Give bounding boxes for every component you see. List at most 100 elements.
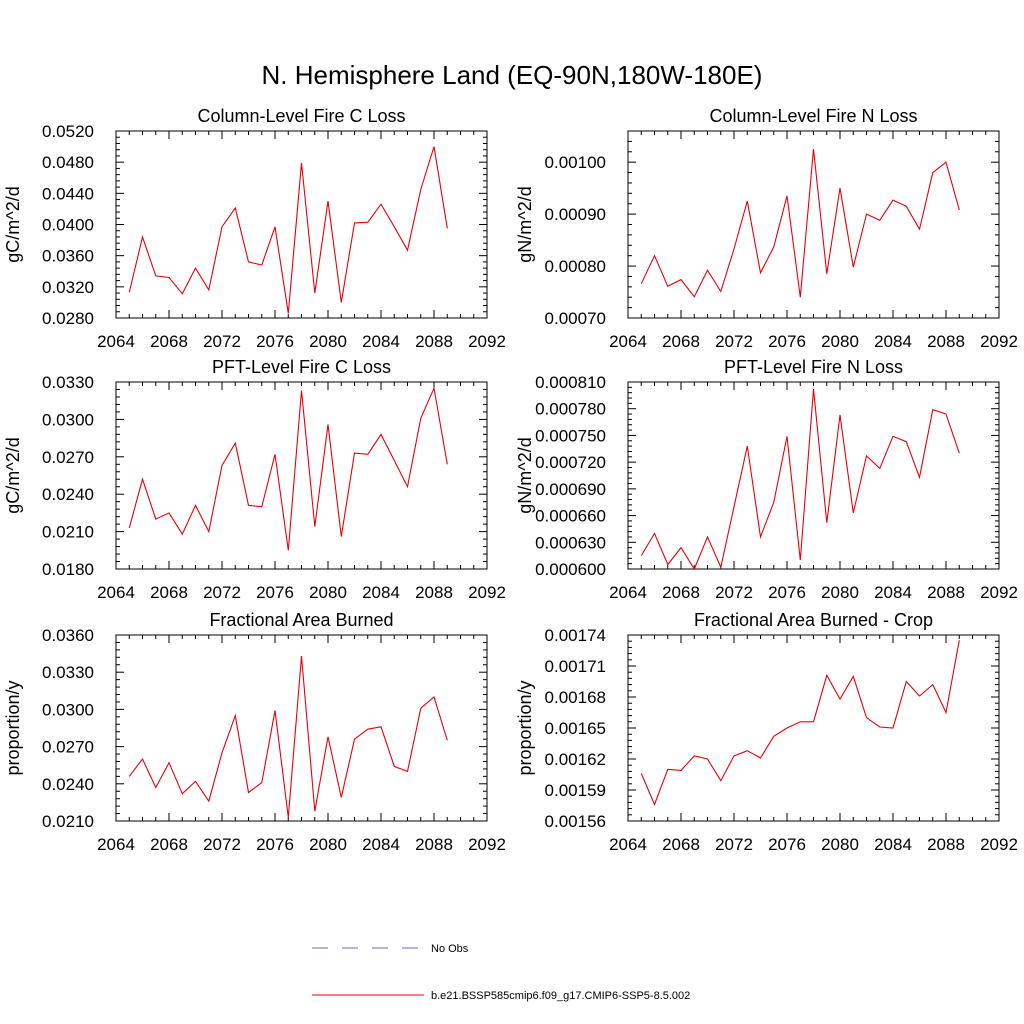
y-tick-label: 0.000660 (535, 507, 606, 526)
panel-title: Column-Level Fire C Loss (197, 106, 405, 126)
y-ticks: 0.00156 0.00159 0.00162 0.00165 0.00168 0.001… (545, 626, 999, 831)
panel-2: Column-Level Fire N Loss gN/m^2/d 2064 2068… (515, 106, 1018, 351)
x-tick-label: 2092 (468, 332, 506, 351)
y-tick-label: 0.0320 (42, 278, 94, 297)
series-line (128, 146, 448, 314)
x-ticks: 2064 2068 2072 2076 2080 2084 2088 2092 (97, 382, 506, 602)
x-tick-label: 2092 (468, 835, 506, 854)
y-tick-label: 0.0270 (42, 448, 94, 467)
x-tick-label: 2068 (150, 835, 188, 854)
y-tick-label: 0.0480 (42, 153, 94, 172)
series-line (128, 386, 448, 551)
series-line (640, 149, 960, 298)
legend-item: b.e21.BSSP585cmip6.f09_g17.CMIP6-SSP5-8.… (312, 990, 690, 1002)
y-tick-label: 0.000690 (535, 480, 606, 499)
x-tick-label: 2084 (874, 583, 912, 602)
y-tick-label: 0.0330 (42, 373, 94, 392)
panel-1: Column-Level Fire C Loss gC/m^2/d 2064 2068… (3, 106, 506, 351)
x-ticks: 2064 2068 2072 2076 2080 2084 2088 2092 (97, 131, 506, 351)
x-tick-label: 2068 (150, 332, 188, 351)
y-tick-label: 0.00159 (545, 781, 606, 800)
x-tick-label: 2076 (768, 332, 806, 351)
y-tick-label: 0.0180 (42, 560, 94, 579)
y-ticks: 0.00070 0.00080 0.00090 0.00100 (545, 130, 999, 328)
y-tick-label: 0.0360 (42, 626, 94, 645)
y-tick-label: 0.00090 (545, 205, 606, 224)
x-ticks: 2064 2068 2072 2076 2080 2084 2088 2092 (97, 635, 506, 854)
y-tick-label: 0.000810 (535, 373, 606, 392)
y-axis-label: proportion/y (3, 680, 23, 775)
x-tick-label: 2084 (874, 835, 912, 854)
y-axis-label: gC/m^2/d (3, 437, 23, 513)
x-tick-label: 2080 (821, 332, 859, 351)
plot-frame (115, 130, 488, 319)
x-ticks: 2064 2068 2072 2076 2080 2084 2088 2092 (609, 635, 1018, 854)
y-tick-label: 0.00156 (545, 812, 606, 831)
y-axis-label: gC/m^2/d (3, 186, 23, 262)
y-tick-label: 0.0440 (42, 184, 94, 203)
y-tick-label: 0.0210 (42, 523, 94, 542)
y-tick-label: 0.0210 (42, 812, 94, 831)
x-ticks: 2064 2068 2072 2076 2080 2084 2088 2092 (609, 382, 1018, 602)
y-tick-label: 0.0330 (42, 663, 94, 682)
y-tick-label: 0.00171 (545, 657, 606, 676)
y-tick-label: 0.00168 (545, 688, 606, 707)
x-tick-label: 2076 (768, 835, 806, 854)
x-tick-label: 2064 (609, 332, 647, 351)
x-tick-label: 2072 (715, 835, 753, 854)
legend-label: b.e21.BSSP585cmip6.f09_g17.CMIP6-SSP5-8.… (431, 990, 690, 1002)
y-tick-label: 0.0300 (42, 700, 94, 719)
x-tick-label: 2076 (256, 332, 294, 351)
panel-title: PFT-Level Fire N Loss (724, 357, 903, 377)
y-tick-label: 0.00165 (545, 719, 606, 738)
y-tick-label: 0.0360 (42, 247, 94, 266)
x-tick-label: 2080 (821, 583, 859, 602)
x-tick-label: 2092 (468, 583, 506, 602)
x-tick-label: 2088 (927, 583, 965, 602)
legend: No Obs b.e21.BSSP585cmip6.f09_g17.CMIP6-S… (312, 943, 690, 1002)
plot-frame (627, 634, 1000, 822)
y-axis-label: gN/m^2/d (515, 437, 535, 513)
y-tick-label: 0.00174 (545, 626, 606, 645)
x-tick-label: 2068 (662, 835, 700, 854)
x-tick-label: 2064 (609, 583, 647, 602)
panel-title: Fractional Area Burned - Crop (694, 610, 933, 630)
legend-label: No Obs (431, 943, 469, 955)
y-tick-label: 0.000720 (535, 453, 606, 472)
x-tick-label: 2064 (97, 583, 135, 602)
x-tick-label: 2068 (662, 583, 700, 602)
panel-4: PFT-Level Fire N Loss gN/m^2/d 2064 2068 207… (515, 357, 1018, 602)
x-tick-label: 2088 (927, 332, 965, 351)
x-tick-label: 2068 (150, 583, 188, 602)
y-tick-label: 0.0270 (42, 738, 94, 757)
x-tick-label: 2080 (821, 835, 859, 854)
legend-item: No Obs (312, 943, 469, 955)
y-tick-label: 0.0520 (42, 122, 94, 141)
x-tick-label: 2092 (980, 332, 1018, 351)
x-tick-label: 2084 (362, 583, 400, 602)
y-tick-label: 0.00100 (545, 153, 606, 172)
x-tick-label: 2084 (362, 332, 400, 351)
x-tick-label: 2092 (980, 583, 1018, 602)
x-tick-label: 2072 (715, 332, 753, 351)
x-tick-label: 2092 (980, 835, 1018, 854)
x-tick-label: 2064 (609, 835, 647, 854)
x-tick-label: 2080 (309, 332, 347, 351)
y-tick-label: 0.0240 (42, 775, 94, 794)
x-tick-label: 2084 (362, 835, 400, 854)
page-title: N. Hemisphere Land (EQ-90N,180W-180E) (262, 60, 763, 90)
x-tick-label: 2072 (203, 835, 241, 854)
y-tick-label: 0.0280 (42, 309, 94, 328)
x-tick-label: 2088 (415, 835, 453, 854)
series-line (128, 656, 448, 818)
x-tick-label: 2068 (662, 332, 700, 351)
y-tick-label: 0.000780 (535, 400, 606, 419)
y-ticks: 0.0210 0.0240 0.0270 0.0300 0.0330 0.0360 (42, 626, 487, 831)
panel-title: Column-Level Fire N Loss (709, 106, 917, 126)
x-tick-label: 2076 (256, 583, 294, 602)
y-tick-label: 0.00080 (545, 257, 606, 276)
series-line (640, 389, 960, 571)
plot-frame (115, 634, 488, 822)
panels: Column-Level Fire C Loss gC/m^2/d 2064 2068… (3, 106, 1018, 854)
y-tick-label: 0.0400 (42, 216, 94, 235)
